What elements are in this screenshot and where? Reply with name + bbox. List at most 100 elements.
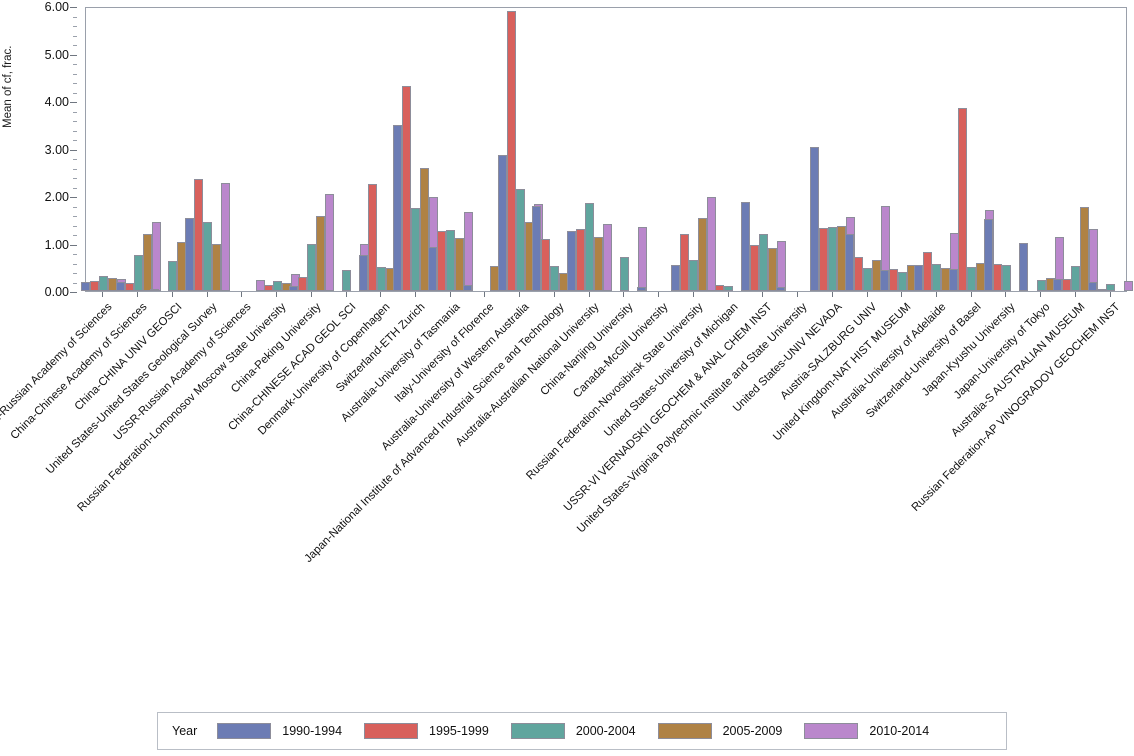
y-tick-minor xyxy=(73,206,77,208)
x-tick-mark xyxy=(345,292,347,297)
bar-group xyxy=(1088,6,1134,291)
bar xyxy=(932,264,942,291)
y-tick-label: 2.00 xyxy=(44,190,69,204)
bar-group xyxy=(185,6,231,291)
bar xyxy=(767,248,777,291)
bar xyxy=(749,245,759,291)
bar-group xyxy=(983,6,1029,291)
bar xyxy=(897,271,907,291)
bar xyxy=(698,218,708,291)
x-tick-mark xyxy=(935,292,937,297)
legend-item-label: 1990-1994 xyxy=(282,724,343,738)
bar xyxy=(828,226,838,291)
legend-color-swatch xyxy=(657,723,712,739)
legend-item-label: 1995-1999 xyxy=(429,724,489,738)
bar xyxy=(150,289,160,291)
legend-item-label: 2005-2009 xyxy=(722,724,783,738)
bar xyxy=(462,285,472,291)
legend-item[interactable]: 2000-2004 xyxy=(510,723,636,739)
y-tick-minor xyxy=(73,73,77,75)
bar xyxy=(221,182,231,291)
x-tick-mark xyxy=(727,292,729,297)
bar-group xyxy=(393,6,439,291)
x-tick-mark xyxy=(553,292,555,297)
x-tick-mark xyxy=(310,292,312,297)
bar xyxy=(680,234,690,291)
legend-color-swatch xyxy=(510,723,565,739)
y-tick-minor xyxy=(73,16,77,18)
y-tick-minor xyxy=(73,26,77,27)
x-tick-mark xyxy=(901,292,903,297)
legend-item[interactable]: 2005-2009 xyxy=(657,723,783,739)
bar-group xyxy=(671,6,717,291)
y-tick-minor xyxy=(73,235,77,236)
y-tick-mark xyxy=(70,197,77,198)
bar xyxy=(949,269,959,291)
legend-item[interactable]: 2010-2014 xyxy=(804,723,929,739)
y-tick-minor xyxy=(73,92,77,94)
bar xyxy=(89,281,99,291)
y-tick-minor xyxy=(73,64,77,65)
bar xyxy=(455,237,465,291)
bar xyxy=(342,270,351,291)
bar-group xyxy=(1053,6,1099,291)
bar xyxy=(428,247,438,291)
y-tick-label: 6.00 xyxy=(44,0,69,14)
y-tick-label: 5.00 xyxy=(44,47,69,62)
bar-group xyxy=(220,6,265,291)
legend-item[interactable]: 1995-1999 xyxy=(364,723,489,739)
bar xyxy=(124,282,134,291)
x-tick-mark xyxy=(831,292,833,297)
x-tick-mark xyxy=(588,292,590,297)
bar xyxy=(402,85,412,291)
bar xyxy=(133,254,143,291)
y-tick-label: 4.00 xyxy=(44,95,69,109)
bar xyxy=(1097,289,1107,291)
legend-color-swatch xyxy=(364,723,419,739)
chart-legend: Year 1990-1994 1995-1999 2000-2004 2005-200… xyxy=(157,712,1007,750)
bar xyxy=(758,234,768,291)
x-tick-mark xyxy=(206,292,208,297)
y-tick-minor xyxy=(73,216,77,217)
legend-items: 1990-1994 1995-1999 2000-2004 2005-2009 2010… xyxy=(217,723,951,739)
bar-group xyxy=(740,6,786,291)
bar xyxy=(585,202,595,291)
bar xyxy=(619,256,629,291)
bar xyxy=(142,234,152,291)
bar xyxy=(923,251,933,291)
x-axis-tick-label-text: United States-Virginia Polytechnic Insti… xyxy=(575,301,810,536)
bar xyxy=(1036,280,1046,291)
bar xyxy=(967,266,977,291)
x-axis-tick-label: China-CHINESE ACAD GEOL SCI xyxy=(226,177,482,433)
x-tick-mark xyxy=(484,292,486,297)
y-tick-minor xyxy=(73,45,77,46)
bar-group xyxy=(636,6,682,291)
bar xyxy=(671,265,681,291)
bar xyxy=(707,196,717,291)
bar xyxy=(506,11,516,291)
y-tick-mark xyxy=(70,54,77,56)
y-tick-minor xyxy=(73,178,77,179)
y-tick-minor xyxy=(73,254,77,255)
bar xyxy=(1106,283,1116,291)
y-tick-minor xyxy=(73,159,77,160)
x-tick-mark xyxy=(1109,292,1111,297)
legend-item[interactable]: 1990-1994 xyxy=(217,723,342,739)
legend-color-swatch xyxy=(804,723,859,739)
x-tick-mark xyxy=(797,292,799,297)
bar xyxy=(775,287,785,291)
bar xyxy=(1062,278,1072,291)
x-tick-mark xyxy=(241,292,243,297)
y-tick-minor xyxy=(73,130,77,132)
bar xyxy=(888,269,898,291)
y-axis: 0.00 1.00 2.00 3.00 4.00 5.00 6.00 xyxy=(0,0,85,300)
y-tick-mark xyxy=(70,102,77,103)
bar xyxy=(411,208,421,291)
y-tick-mark xyxy=(70,149,77,151)
x-axis-tick-label-text: Denmark-University of Copenhagen xyxy=(256,301,393,438)
bar xyxy=(367,184,377,291)
x-tick-mark xyxy=(866,292,868,297)
x-tick-mark xyxy=(171,292,173,297)
bar-group xyxy=(289,6,335,291)
